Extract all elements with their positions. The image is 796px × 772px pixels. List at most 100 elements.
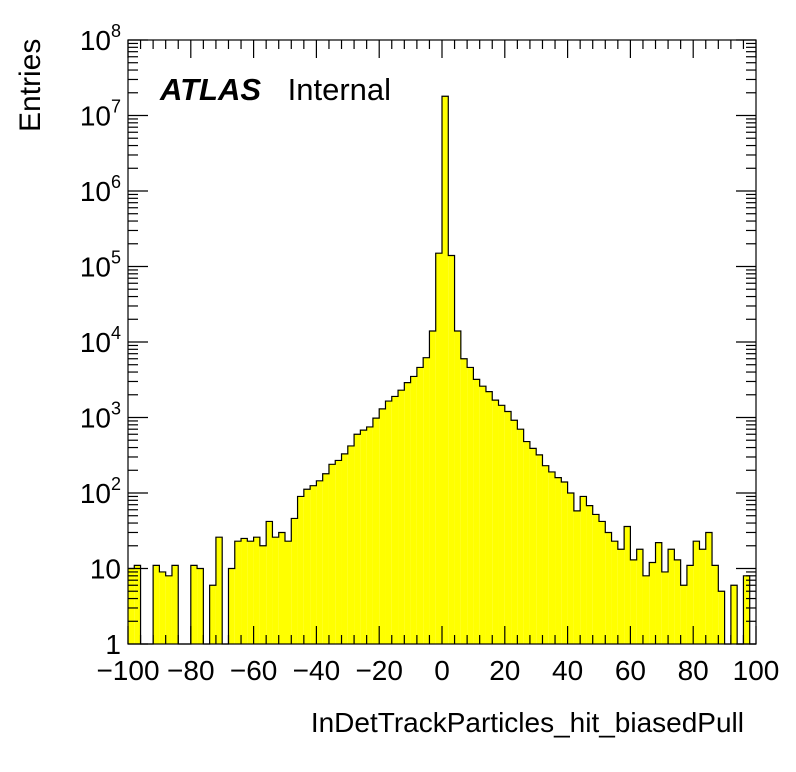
histogram-bar	[485, 391, 493, 644]
histogram-bar	[492, 400, 499, 644]
histogram-bar	[611, 541, 618, 644]
histogram-bar	[316, 480, 323, 644]
histogram-bar	[385, 401, 392, 644]
histogram-bar	[190, 565, 198, 644]
histogram-bar	[310, 485, 317, 644]
x-tick-label: 100	[733, 655, 780, 686]
x-tick-label: 40	[552, 655, 583, 686]
axis-ticks	[127, 39, 757, 645]
histogram-bar	[266, 521, 273, 644]
y-tick-label: 106	[80, 172, 121, 207]
x-axis-title: InDetTrackParticles_hit_biasedPull	[311, 707, 744, 738]
histogram-bar	[674, 559, 681, 644]
histogram-bar	[197, 568, 204, 644]
x-tick-label: −80	[167, 655, 215, 686]
x-tick-label: 60	[615, 655, 646, 686]
histogram-bar	[322, 473, 329, 644]
atlas-label: ATLAS Internal	[159, 72, 391, 107]
y-tick-labels: 1 10 102 103 104 105 106 107 108	[80, 21, 121, 660]
x-tick-label: −100	[96, 655, 159, 686]
histogram-bar	[668, 549, 675, 644]
histogram-bar	[686, 565, 694, 644]
histogram-bar	[517, 429, 524, 644]
y-tick-label: 10	[90, 554, 121, 585]
histogram-bar	[467, 367, 474, 644]
histogram-bar	[624, 526, 631, 644]
histogram-bar	[580, 496, 587, 644]
histogram-bar	[347, 445, 355, 644]
histogram-outline	[128, 95, 756, 645]
histogram-bar	[404, 382, 411, 644]
y-tick-label: 102	[80, 474, 121, 509]
histogram-bar	[599, 521, 606, 644]
y-axis-title: Entries	[14, 39, 47, 132]
y-tick-label: 1	[105, 629, 121, 660]
histogram-bar	[743, 575, 750, 644]
y-tick-label: 107	[80, 97, 121, 132]
histogram-bar	[398, 390, 405, 644]
histogram-bar	[636, 549, 643, 644]
histogram-bar	[215, 537, 223, 644]
x-tick-label: 20	[489, 655, 520, 686]
histogram-bar	[498, 405, 505, 644]
histogram-bar	[573, 510, 581, 644]
histogram-bar	[718, 591, 725, 644]
histogram-bar	[454, 330, 461, 644]
histogram-bar	[442, 96, 449, 644]
histogram-bar	[548, 471, 556, 644]
histogram-bar	[209, 585, 216, 644]
histogram-bar	[228, 568, 235, 644]
histogram-bar	[448, 255, 455, 644]
histogram-bar	[693, 541, 700, 644]
histogram-bar	[303, 489, 311, 644]
histogram-bar	[165, 575, 172, 644]
histogram-bar	[605, 532, 612, 644]
histogram-bar	[586, 505, 593, 644]
histogram-bar	[259, 545, 267, 644]
histogram-bar	[328, 464, 336, 644]
histogram-bar	[642, 575, 650, 644]
atlas-label-bold: ATLAS	[159, 72, 261, 107]
histogram-bar	[360, 430, 367, 644]
histogram-bar	[529, 448, 537, 644]
histogram-bar	[630, 559, 637, 644]
x-tick-label: −20	[355, 655, 403, 686]
x-tick-label: 80	[678, 655, 709, 686]
histogram-bar	[730, 585, 738, 644]
histogram-bar	[699, 549, 706, 644]
histogram-bar	[278, 532, 285, 644]
x-tick-labels: −100 −80 −60 −40 −20 0 20 40 60 80 100	[96, 655, 779, 686]
histogram-bar	[536, 454, 543, 644]
histogram-bar	[473, 379, 480, 644]
y-tick-label: 104	[80, 323, 121, 358]
histogram-bar	[272, 537, 279, 644]
histogram-bar	[241, 538, 248, 644]
histogram-bar	[416, 367, 424, 644]
histogram-bar	[592, 514, 599, 644]
histogram-bar	[435, 253, 442, 644]
histogram-bar	[712, 565, 719, 644]
histogram-bar	[617, 549, 625, 644]
histogram-bar	[567, 493, 574, 644]
y-tick-label: 105	[80, 248, 121, 283]
histogram-bar	[460, 358, 468, 644]
histogram-bar	[555, 477, 562, 644]
histogram-bar	[341, 453, 348, 644]
histogram-bar	[159, 571, 166, 644]
atlas-label-status: Internal	[288, 72, 391, 107]
histogram-bar	[423, 357, 430, 644]
histogram-bar	[366, 426, 373, 644]
histogram-bar	[253, 537, 260, 644]
histogram-bar	[285, 541, 292, 644]
histogram-bar	[234, 541, 242, 644]
y-tick-label: 108	[80, 21, 121, 56]
histogram-bar	[247, 541, 254, 644]
histogram-bar	[429, 330, 436, 644]
histogram-bar	[128, 568, 135, 644]
histogram-bar	[542, 465, 549, 644]
histogram-bar	[291, 518, 298, 644]
histogram-bar	[680, 585, 687, 644]
histogram-bar	[561, 481, 568, 644]
histogram-bar	[523, 441, 530, 644]
